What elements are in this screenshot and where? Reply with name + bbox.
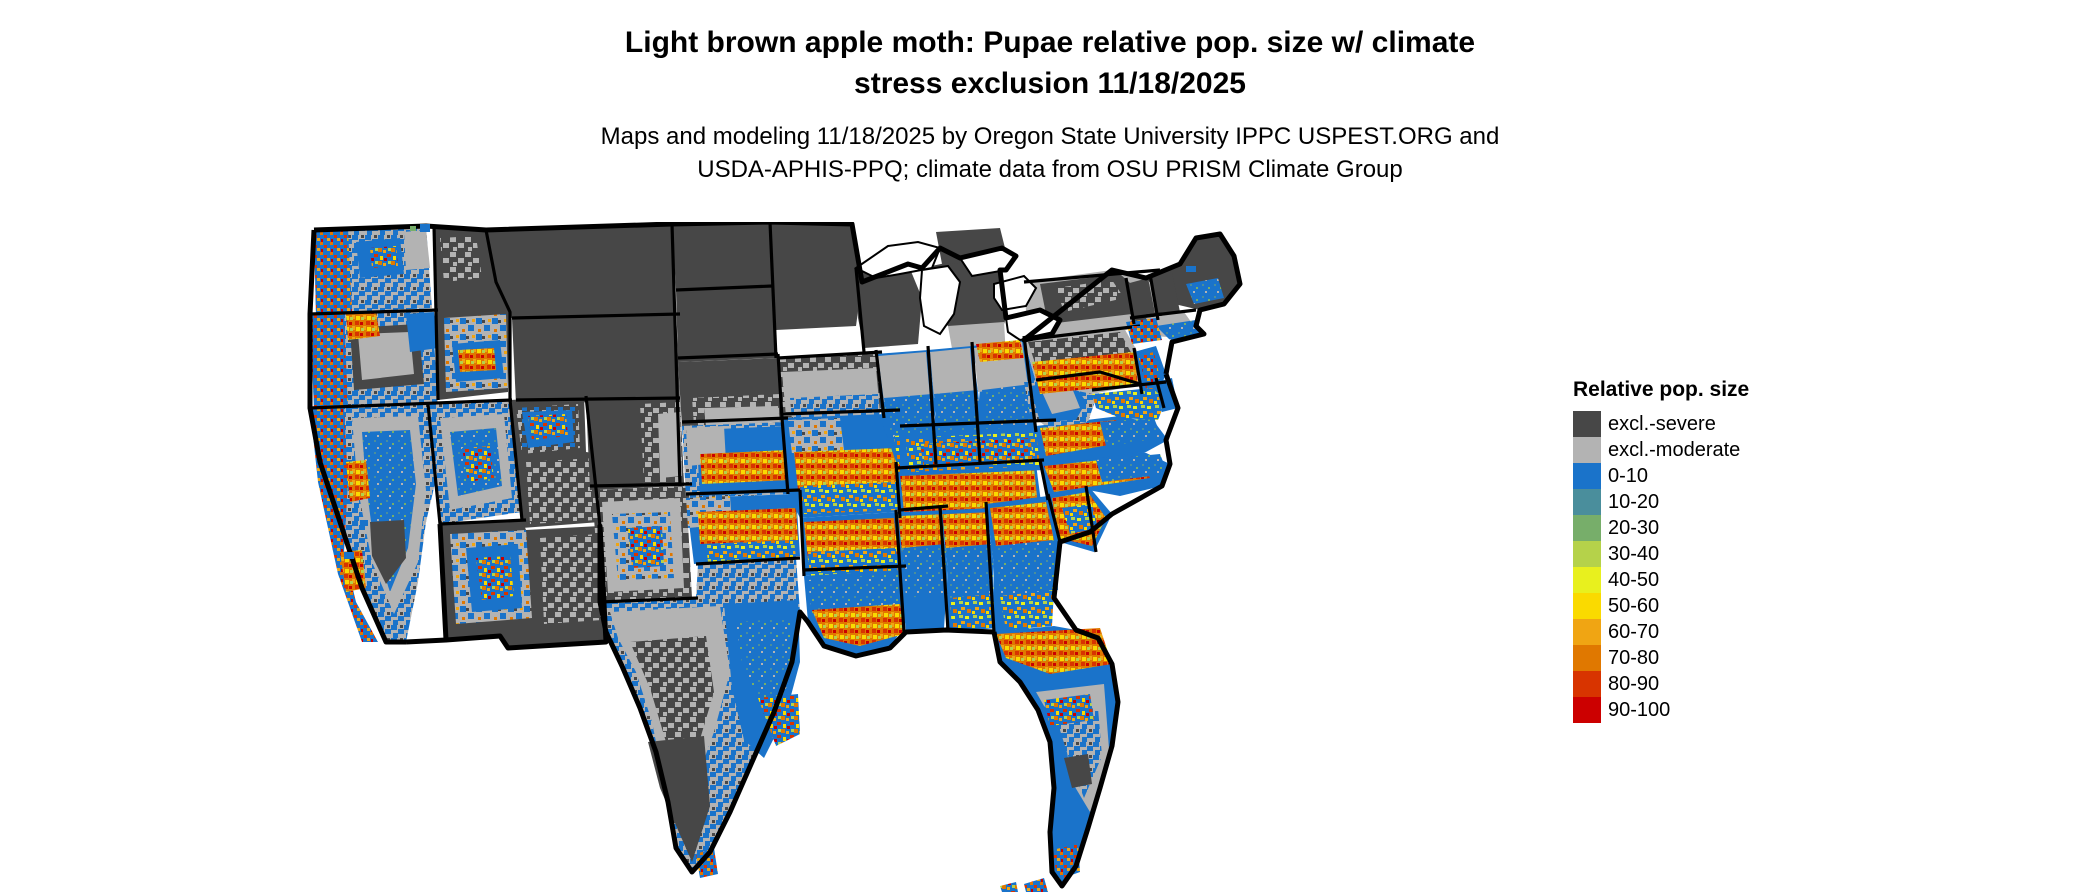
- region-wisconsin: [856, 264, 922, 348]
- region-georgia: [986, 496, 1060, 634]
- legend-item-label: 80-90: [1608, 673, 1660, 695]
- region-california: [310, 404, 440, 642]
- legend-item: 50-60: [1573, 593, 1873, 619]
- region-new-mexico: [592, 486, 692, 602]
- legend-color-swatch: [1573, 411, 1601, 437]
- title-block: Light brown apple moth: Pupae relative p…: [0, 22, 2100, 104]
- legend-item-label: 50-60: [1608, 595, 1660, 617]
- map-legend: Relative pop. size excl.-severe excl.-mod…: [1573, 378, 1873, 723]
- legend-title: Relative pop. size: [1573, 378, 1750, 401]
- page-subtitle: Maps and modeling 11/18/2025 by Oregon S…: [600, 123, 1500, 183]
- legend-item: 80-90: [1573, 671, 1873, 697]
- legend-item: 60-70: [1573, 619, 1873, 645]
- region-florida: [994, 626, 1118, 892]
- legend-item-label: 20-30: [1608, 517, 1660, 539]
- legend-item-label: excl.-severe: [1608, 413, 1716, 435]
- legend-color-swatch: [1573, 541, 1601, 567]
- region-virginia: [1036, 416, 1168, 464]
- region-colorado: [586, 398, 684, 490]
- us-map-svg: [307, 222, 1243, 892]
- region-oregon: [310, 310, 438, 408]
- legend-item: 40-50: [1573, 567, 1873, 593]
- region-arizona: [440, 520, 606, 648]
- legend-item-label: 60-70: [1608, 621, 1660, 643]
- legend-item: 10-20: [1573, 489, 1873, 515]
- coastal-accents: [344, 224, 1196, 559]
- region-north-dakota: [672, 222, 772, 290]
- legend-color-swatch: [1573, 671, 1601, 697]
- legend-color-swatch: [1573, 437, 1601, 463]
- region-texas: [600, 558, 800, 878]
- region-mississippi: [896, 508, 948, 632]
- legend-item-label: 30-40: [1608, 543, 1660, 565]
- legend-color-swatch: [1573, 463, 1601, 489]
- legend-item-label: 90-100: [1608, 699, 1671, 721]
- region-nevada: [428, 400, 522, 524]
- legend-color-swatch: [1573, 489, 1601, 515]
- legend-item: 0-10: [1573, 463, 1873, 489]
- legend-item-label: 0-10: [1608, 465, 1649, 487]
- region-montana: [486, 224, 676, 318]
- region-south-dakota: [676, 286, 776, 362]
- region-arkansas: [800, 512, 900, 578]
- legend-item: excl.-severe: [1573, 411, 1873, 437]
- region-louisiana: [804, 570, 906, 656]
- us-map[interactable]: [300, 222, 1560, 892]
- region-alabama: [940, 504, 996, 632]
- region-nebraska: [678, 358, 782, 426]
- region-washington: [314, 226, 432, 314]
- legend-item-label: 70-80: [1608, 647, 1660, 669]
- legend-color-swatch: [1573, 697, 1601, 723]
- region-north-carolina: [1040, 452, 1170, 498]
- region-wyoming: [512, 314, 680, 404]
- page-title: Light brown apple moth: Pupae relative p…: [624, 26, 1476, 100]
- region-kansas: [682, 422, 792, 498]
- region-idaho: [434, 226, 510, 400]
- legend-color-swatch: [1573, 593, 1601, 619]
- region-minnesota: [770, 222, 862, 330]
- legend-item-label: 40-50: [1608, 569, 1660, 591]
- legend-item-label: excl.-moderate: [1608, 439, 1741, 461]
- legend-item: 70-80: [1573, 645, 1873, 671]
- state-borders: [309, 222, 1197, 633]
- legend-item: 30-40: [1573, 541, 1873, 567]
- region-missouri: [782, 414, 906, 518]
- legend-item: 90-100: [1573, 697, 1873, 723]
- legend-item: excl.-moderate: [1573, 437, 1873, 463]
- map-raster-layer: [310, 222, 1240, 892]
- legend-color-swatch: [1573, 645, 1601, 671]
- national-outline: [307, 222, 1243, 889]
- region-oklahoma: [686, 494, 800, 564]
- legend-color-swatch: [1573, 567, 1601, 593]
- legend-color-swatch: [1573, 619, 1601, 645]
- legend-color-swatch: [1573, 515, 1601, 541]
- region-ohio: [972, 340, 1036, 436]
- legend-rows: excl.-severe excl.-moderate 0-10 10-20 20-30…: [1573, 411, 1873, 723]
- region-utah: [510, 396, 600, 528]
- legend-item-label: 10-20: [1608, 491, 1660, 513]
- legend-item: 20-30: [1573, 515, 1873, 541]
